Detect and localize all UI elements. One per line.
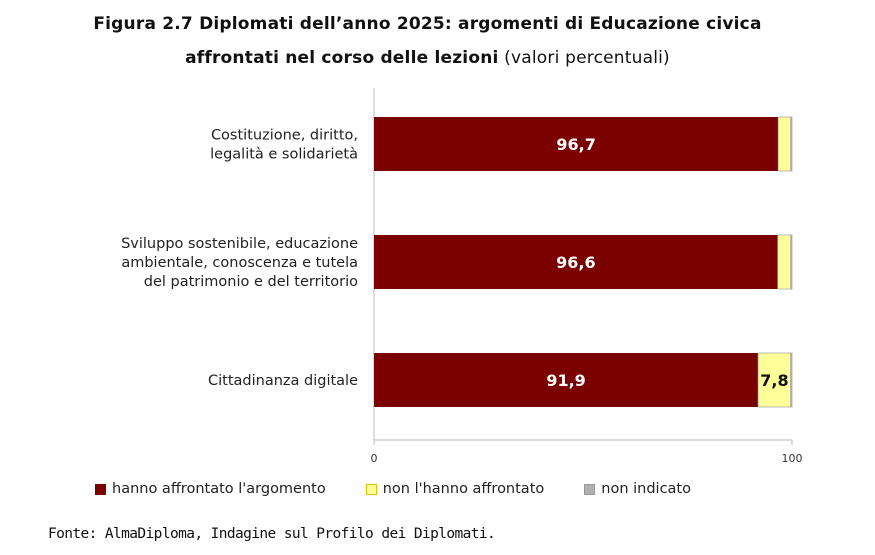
x-tick-label: 100 (782, 452, 803, 465)
legend-label: non indicato (601, 481, 691, 497)
legend-item: non l'hanno affrontato (365, 481, 545, 497)
bar-chart: 0 100 Costituzione, diritto, legalità e sol… (121, 88, 803, 465)
bar-segment (790, 234, 793, 290)
data-label: 7,8 (760, 371, 788, 390)
category-label: ambientale, conoscenza e tutela (121, 255, 358, 271)
title-unit: (valori percentuali) (504, 48, 670, 68)
data-label: 96,6 (556, 253, 595, 272)
legend-swatch (95, 483, 106, 495)
category-label: Cittadinanza digitale (208, 373, 358, 389)
bar-segment (777, 116, 792, 172)
bar-segment (374, 117, 779, 171)
bar-segment (790, 352, 793, 408)
bar-segment (777, 234, 792, 290)
legend-item: non indicato (584, 481, 691, 497)
chart-title: Figura 2.7 Diplomati dell’anno 2025: arg… (93, 14, 762, 34)
category-label: legalità e solidarietà (210, 147, 358, 163)
legend-swatch (365, 483, 377, 495)
legend-label: non l'hanno affrontato (382, 481, 545, 497)
category-label: Costituzione, diritto, (211, 128, 358, 144)
bar-segment (374, 353, 759, 407)
legend: hanno affrontato l'argomento non l'hanno… (95, 481, 731, 497)
data-label: 96,7 (556, 135, 595, 154)
bar-segment (790, 116, 793, 172)
category-label: Sviluppo sostenibile, educazione (121, 236, 358, 252)
category-label: del patrimonio e del territorio (144, 274, 358, 290)
x-tick-label: 0 (371, 452, 378, 465)
data-label: 91,9 (546, 371, 585, 390)
legend-label: hanno affrontato l'argomento (112, 481, 326, 497)
legend-item: hanno affrontato l'argomento (95, 481, 326, 497)
chart-subtitle: affrontati nel corso delle lezioni (valo… (0, 48, 855, 68)
source-note: Fonte: AlmaDiploma, Indagine sul Profilo… (48, 526, 496, 542)
bar-segment (374, 235, 778, 289)
title-bold-part: affrontati nel corso delle lezioni (185, 48, 499, 68)
legend-swatch (584, 483, 596, 495)
